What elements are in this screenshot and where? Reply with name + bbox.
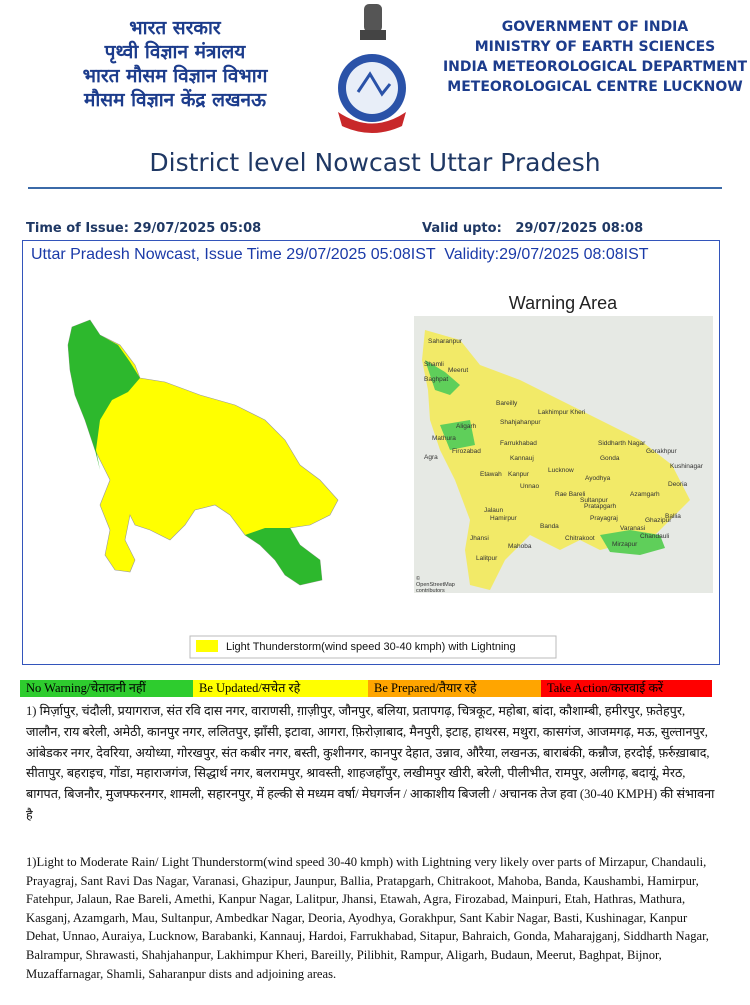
warning-area [422,330,690,590]
map-label: Kushinagar [670,463,704,470]
map-label: contributors [416,588,445,594]
map-label: Jhansi [470,535,489,542]
map-label: Lalitpur [476,555,498,562]
map-label: Ghazipur [645,517,672,524]
map-label: Deoria [668,481,688,488]
map-label: Farrukhabad [500,440,537,447]
map-label: Siddharth Nagar [598,440,646,447]
map-label: Chandauli [640,533,669,540]
map-label: Hamirpur [490,515,518,522]
map-label: Bareilly [496,400,518,407]
map-label: Baghpat [424,376,448,383]
english-forecast: 1)Light to Moderate Rain/ Light Thunders… [26,855,709,981]
english-header: MINISTRY OF EARTH SCIENCES [474,39,716,55]
english-header: METEOROLOGICAL CENTRE LUCKNOW [447,79,743,95]
map-label: Mahoba [508,543,532,550]
map-label: Meerut [448,367,468,374]
map-label: Shahjahanpur [500,419,541,426]
map-label: Gonda [600,455,620,462]
key-be-updated: Be Updated/सचेत रहे [193,680,368,697]
map-label: Kanpur [508,471,530,478]
map-label: Firozabad [452,448,481,455]
map-label: Agra [424,454,438,461]
key-take-action: Take Action/कारवाई करें [541,680,712,697]
map-label: Unnao [520,483,540,490]
key-no-warning: No Warning/चेतावनी नहीं [20,680,193,697]
map-label: Banda [540,523,559,530]
warning-green [425,360,460,395]
warning-green [440,420,475,450]
issue-time: Time of Issue: 29/07/2025 05:08 [26,221,262,236]
map-label: Shamli [424,361,444,368]
valid-upto: Valid upto: 29/07/2025 08:08 [422,221,644,236]
map-label: © [416,575,420,582]
map-label: Lucknow [548,467,574,474]
map-label: Aligarh [456,423,477,430]
map-label: Kannauj [510,455,534,462]
map-label: Ballia [665,513,681,520]
map-label: Sultanpur [580,497,609,504]
map-label: Jalaun [484,507,504,514]
panel-title: Uttar Pradesh Nowcast, Issue Time 29/07/… [31,246,649,263]
english-header: INDIA METEOROLOGICAL DEPARTMENT [442,59,748,75]
map-label: Chitrakoot [565,535,595,542]
key-be-prepared: Be Prepared/तैयार रहे [368,680,541,697]
hindi-header: भारत मौसम विज्ञान विभाग [82,65,268,87]
map-label: Varanasi [620,525,645,532]
up-green-west [68,320,140,470]
hindi-forecast: 1) मिर्ज़ापुर, चंदौली, प्रयागराज, संत रव… [26,704,715,822]
map-label: Saharanpur [428,338,463,345]
map-label: Gorakhpur [646,448,678,455]
hindi-header: भारत सरकार [129,17,221,39]
map-panel: Uttar Pradesh Nowcast, Issue Time 29/07/… [22,240,720,665]
map-label: Mathura [432,435,456,442]
map-label: Rae Bareli [555,491,585,498]
up-green-east [245,528,322,585]
warning-area-title: Warning Area [509,293,618,313]
map-label: Pratapgarh [584,503,617,510]
title-rule [28,187,722,189]
hindi-header: मौसम विज्ञान केंद्र लखनऊ [83,89,267,111]
imd-emblem [338,4,406,133]
legend-swatch [196,640,218,652]
map-label: Mirzapur [612,541,638,548]
map-label: Lakhimpur Kheri [538,409,585,416]
map-label: Prayagraj [590,515,618,522]
map-label: Ayodhya [585,475,611,482]
english-header: GOVERNMENT OF INDIA [501,19,689,35]
page-title: District level Nowcast Uttar Pradesh [149,148,601,177]
maps: Light Thunderstorm(wind speed 30-40 kmph… [67,293,713,659]
map-label: Etawah [480,471,502,478]
legend-text: Light Thunderstorm(wind speed 30-40 kmph… [226,641,516,653]
warning-green [600,530,665,555]
map-label: OpenStreetMap [416,582,455,588]
map-label: Azamgarh [630,491,660,498]
legend-box [189,635,557,659]
hindi-header: पृथ्वी विज्ञान मंत्रालय [104,41,246,63]
